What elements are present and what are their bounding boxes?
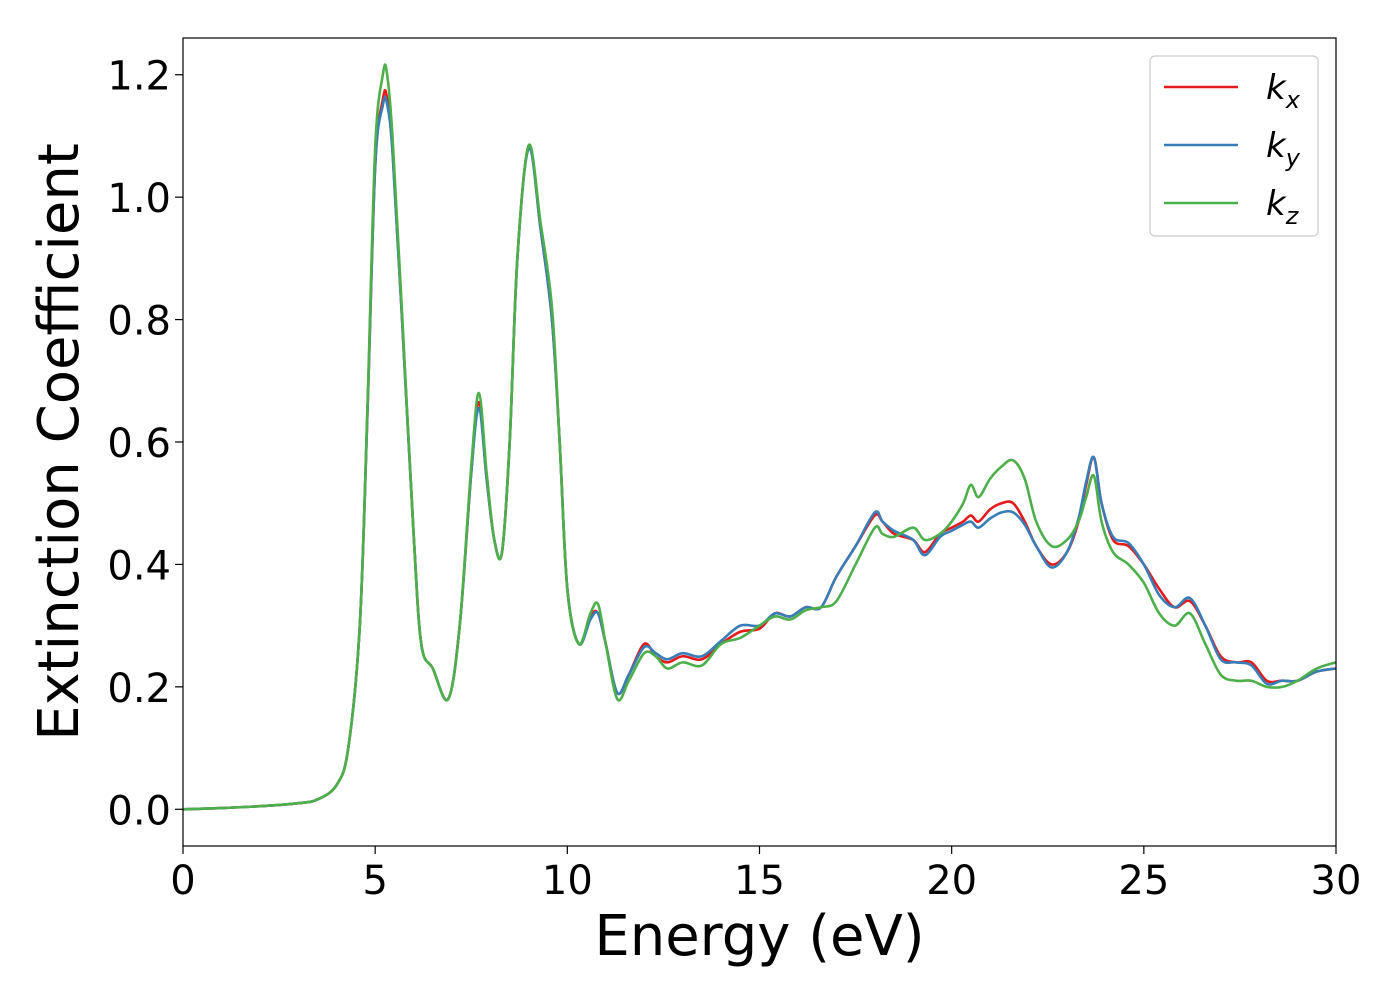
- x-tick-label: 15: [734, 858, 785, 904]
- x-tick-label: 20: [926, 858, 977, 904]
- y-tick-label: 1.2: [107, 54, 171, 100]
- legend-label-kx: kx: [1266, 68, 1301, 114]
- x-tick-label: 25: [1118, 858, 1169, 904]
- series-layer: [183, 63, 1336, 811]
- legend-label-base: k: [1266, 68, 1287, 108]
- x-tick-label: 0: [170, 858, 195, 904]
- x-axis-ticks: 0 5 10 15 20 25 30: [170, 846, 1361, 904]
- legend-label-base: k: [1266, 184, 1287, 224]
- y-tick-label: 0.8: [107, 299, 171, 345]
- y-tick-label: 1.0: [107, 176, 171, 222]
- y-tick-label: 0.0: [107, 788, 171, 834]
- y-axis-ticks: 0.0 0.2 0.4 0.6 0.8 1.0 1.2: [107, 54, 183, 834]
- y-tick-label: 0.2: [107, 666, 171, 712]
- y-tick-label: 0.6: [107, 421, 171, 467]
- series-line-kz: [183, 63, 1336, 811]
- x-tick-label: 10: [542, 858, 593, 904]
- y-axis-title: Extinction Coefficient: [27, 143, 92, 741]
- legend-label-base: k: [1266, 126, 1287, 166]
- legend-label-ky: ky: [1266, 126, 1301, 172]
- x-tick-label: 5: [362, 858, 387, 904]
- legend-label-subscript: y: [1285, 144, 1301, 172]
- y-tick-label: 0.4: [107, 543, 171, 589]
- legend-label-subscript: z: [1285, 202, 1300, 230]
- x-tick-label: 30: [1311, 858, 1362, 904]
- legend-label-subscript: x: [1285, 86, 1301, 114]
- x-axis-title: Energy (eV): [594, 904, 924, 969]
- legend-label-kz: kz: [1266, 184, 1300, 230]
